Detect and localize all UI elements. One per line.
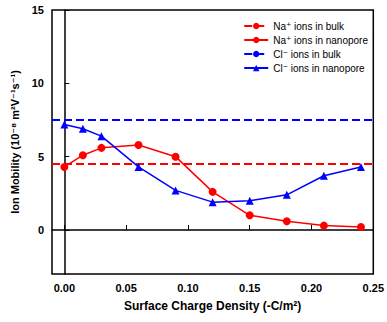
svg-text:5: 5 <box>38 151 44 163</box>
svg-text:Cl⁻ ions in bulk: Cl⁻ ions in bulk <box>273 49 342 60</box>
svg-text:0.05: 0.05 <box>115 282 136 294</box>
svg-text:Na⁺ ions in nanopore: Na⁺ ions in nanopore <box>273 35 368 46</box>
svg-text:0.20: 0.20 <box>301 282 322 294</box>
svg-text:0.10: 0.10 <box>177 282 198 294</box>
svg-text:0.00: 0.00 <box>54 282 75 294</box>
svg-text:0.25: 0.25 <box>363 282 384 294</box>
svg-text:10: 10 <box>32 77 44 89</box>
svg-text:Na⁺ ions in bulk: Na⁺ ions in bulk <box>273 21 345 32</box>
svg-text:Surface Charge Density (-C/m²): Surface Charge Density (-C/m²) <box>124 299 301 313</box>
svg-text:Cl⁻ ions in nanopore: Cl⁻ ions in nanopore <box>273 63 365 74</box>
svg-text:Ion Mobility (10⁻⁸ m²V⁻¹s⁻¹): Ion Mobility (10⁻⁸ m²V⁻¹s⁻¹) <box>9 70 21 214</box>
svg-text:15: 15 <box>32 4 44 16</box>
svg-text:0.15: 0.15 <box>239 282 260 294</box>
svg-text:0: 0 <box>38 224 44 236</box>
